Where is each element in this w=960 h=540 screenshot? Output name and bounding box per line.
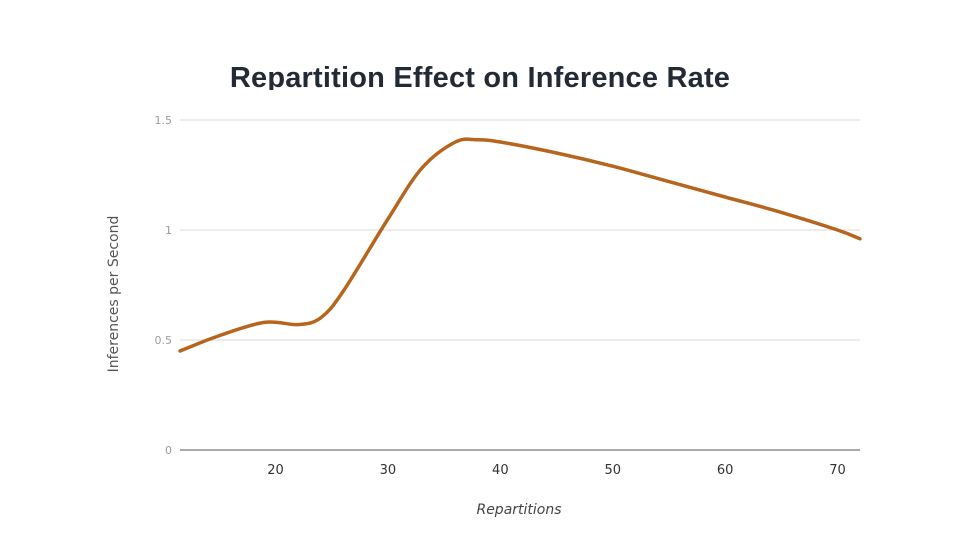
y-tick-label: 0.5 xyxy=(155,334,173,347)
y-tick-label: 1 xyxy=(165,224,172,237)
y-axis-title: Inferences per Second xyxy=(106,216,122,373)
series-layer xyxy=(178,137,862,353)
y-axis-ticks: 0 0.5 1 1.5 xyxy=(155,114,173,457)
x-tick-label: 70 xyxy=(829,463,846,478)
x-tick-label: 40 xyxy=(492,463,509,478)
y-tick-label: 1.5 xyxy=(155,114,173,127)
gridlines xyxy=(180,119,860,451)
x-tick-label: 60 xyxy=(717,463,734,478)
chart-title: Repartition Effect on Inference Rate xyxy=(229,62,731,90)
x-axis-ticks: 20 30 40 50 60 70 xyxy=(267,463,846,478)
x-tick-label: 50 xyxy=(604,463,621,478)
x-tick-label: 20 xyxy=(267,463,284,478)
series-line xyxy=(178,137,862,353)
y-tick-label: 0 xyxy=(165,444,172,457)
x-axis-title: Repartitions xyxy=(476,502,561,518)
x-tick-label: 30 xyxy=(380,463,397,478)
